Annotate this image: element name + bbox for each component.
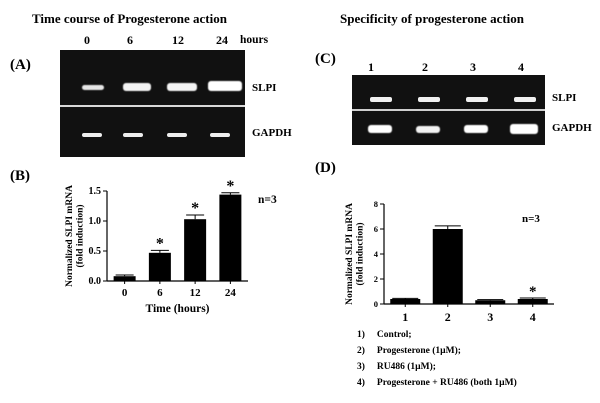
y-tick-label: 0.0 — [89, 276, 102, 287]
panel-label-b: (B) — [10, 168, 30, 184]
gel-c-gapdh-label: GAPDH — [552, 122, 592, 134]
gel-a-lane-label: 6 — [127, 33, 133, 47]
gel-a-slpi-label: SLPI — [252, 82, 277, 94]
x-tick-label: 12 — [190, 287, 202, 299]
gel-a-image — [60, 50, 245, 157]
x-tick-label: 4 — [530, 310, 536, 324]
gel-c-slpi-band — [514, 97, 536, 102]
gel-a-lane-label: 24 — [216, 33, 228, 47]
legend-item: 2) Progesterone (1µM); — [357, 346, 461, 356]
gel-a-slpi-band — [123, 83, 151, 91]
gel-c-slpi-band — [466, 97, 488, 102]
y-tick-label: 1.0 — [89, 216, 102, 227]
gel-c-divider — [352, 109, 545, 111]
gel-c-gapdh-band — [510, 124, 538, 134]
y-tick-label: 8 — [374, 199, 378, 209]
significance-marker: * — [191, 200, 199, 217]
x-tick-label: 3 — [487, 310, 493, 324]
gel-a-gapdh-band — [82, 133, 102, 137]
bar — [475, 300, 506, 304]
panel-label-a: (A) — [10, 57, 31, 73]
gel-a-gapdh-band — [167, 133, 187, 137]
legend-item: 1) Control; — [357, 330, 412, 340]
gel-c-lane-label: 1 — [368, 60, 374, 74]
gel-a-lane-label: 12 — [172, 33, 184, 47]
bar — [390, 299, 421, 304]
gel-a-slpi-band — [167, 83, 197, 91]
gel-a-divider — [60, 105, 245, 107]
y-tick-label: 1.5 — [89, 186, 102, 197]
legend-item: 3) RU486 (1µM); — [357, 362, 436, 372]
gel-a-gapdh-band — [210, 133, 230, 137]
gel-a-slpi-band — [82, 85, 104, 90]
y-tick-label: 4 — [374, 249, 379, 259]
gel-a-slpi-band — [208, 81, 242, 91]
y-axis-label: Normalized SLPI mRNA(fold induction) — [345, 203, 366, 305]
gel-c-slpi-band — [418, 97, 440, 102]
x-tick-label: 0 — [122, 287, 128, 299]
panel-label-d: (D) — [315, 160, 336, 176]
y-tick-label: 6 — [374, 224, 378, 234]
legend-item: 4) Progesterone + RU486 (both 1µM) — [357, 378, 517, 388]
x-tick-label: 24 — [225, 287, 237, 299]
significance-marker: * — [156, 235, 164, 252]
gel-c-lane-label: 4 — [518, 60, 524, 74]
gel-a-gapdh-band — [123, 133, 143, 137]
bar — [113, 276, 136, 281]
y-axis-label: Normalized SLPI mRNA(fold induction) — [65, 185, 86, 287]
chart-b: 0.0 0.5 1.0 1.5 0 * 6 * 12 * 24 Normalized SLPI mRN… — [65, 178, 277, 315]
x-tick-label: 6 — [157, 287, 163, 299]
gel-a-gapdh-label: GAPDH — [252, 127, 292, 139]
gel-c-lane-label: 3 — [470, 60, 476, 74]
gel-c-gapdh-band — [416, 126, 440, 133]
sample-size-annotation: n=3 — [522, 213, 540, 225]
bar — [148, 252, 171, 281]
gel-c-gapdh-band — [464, 125, 488, 133]
sample-size-annotation: n=3 — [258, 194, 277, 206]
legend-d: 1) Control; 2) Progesterone (1µM); 3) RU486… — [357, 330, 597, 400]
bar — [432, 229, 463, 304]
chart-d: 0 2 4 6 8 1 2 3 * 4 Normalized SLPI mRNA(fold indu… — [345, 199, 554, 324]
bar — [517, 299, 548, 304]
gel-a-lane-label: 0 — [84, 33, 90, 47]
left-figure-title: Time course of Progesterone action — [32, 11, 227, 26]
y-tick-label: 0.5 — [89, 246, 102, 257]
gel-c-lane-label: 2 — [422, 60, 428, 74]
x-tick-label: 1 — [402, 310, 408, 324]
gel-c-slpi-band — [370, 97, 392, 102]
panel-label-c: (C) — [315, 51, 336, 67]
gel-a-lane-labels: 0 6 12 24 hours — [60, 33, 300, 53]
y-tick-label: 2 — [374, 274, 378, 284]
bar — [184, 219, 207, 281]
bar — [219, 194, 242, 281]
right-figure-title: Specificity of progesterone action — [340, 11, 525, 26]
x-tick-label: 2 — [445, 310, 451, 324]
significance-marker: * — [226, 178, 234, 195]
gel-a-hours-label: hours — [240, 34, 269, 46]
x-axis-label: Time (hours) — [146, 303, 210, 315]
gel-c-gapdh-band — [368, 125, 392, 133]
significance-marker: * — [529, 284, 537, 300]
gel-c-slpi-label: SLPI — [552, 92, 577, 104]
y-tick-label: 0 — [374, 299, 378, 309]
gel-c-image — [352, 75, 545, 145]
